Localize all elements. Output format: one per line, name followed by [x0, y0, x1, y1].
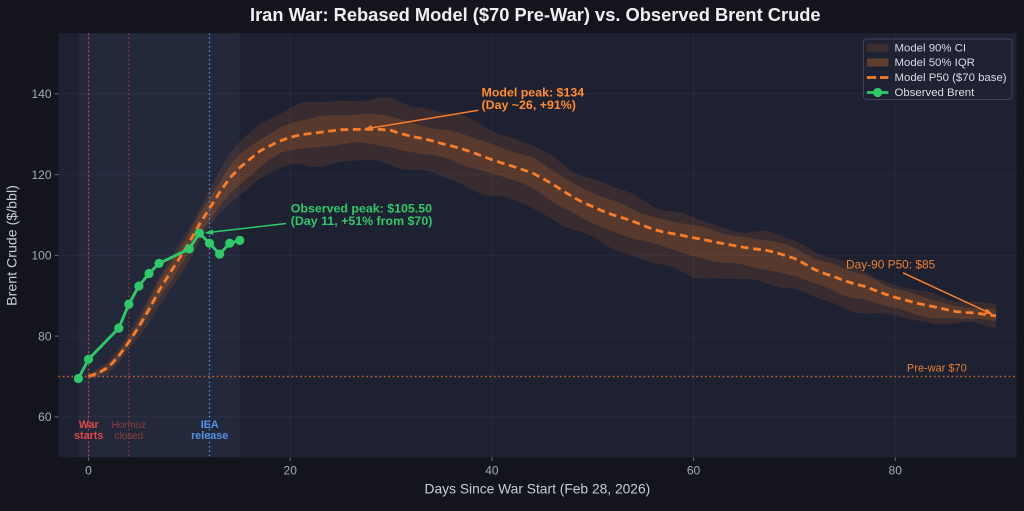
svg-text:Day-90 P50: $85: Day-90 P50: $85	[846, 257, 936, 271]
svg-text:80: 80	[889, 464, 903, 478]
svg-text:120: 120	[31, 168, 51, 182]
svg-text:0: 0	[85, 464, 92, 478]
svg-text:Model 50% IQR: Model 50% IQR	[895, 57, 975, 69]
svg-text:60: 60	[38, 410, 52, 424]
svg-text:closed: closed	[115, 431, 144, 442]
svg-text:100: 100	[31, 249, 51, 263]
svg-text:IEA: IEA	[201, 419, 219, 431]
svg-text:War: War	[79, 419, 100, 431]
svg-text:Iran War: Rebased Model ($70 P: Iran War: Rebased Model ($70 Pre-War) vs…	[250, 4, 821, 25]
svg-text:40: 40	[485, 464, 499, 478]
svg-text:Observed Brent: Observed Brent	[895, 87, 976, 99]
svg-text:Observed peak: $105.50: Observed peak: $105.50	[291, 202, 432, 216]
svg-text:release: release	[191, 430, 228, 442]
svg-text:140: 140	[31, 87, 51, 101]
svg-text:Model 90% CI: Model 90% CI	[895, 42, 967, 54]
svg-text:(Day 11, +51% from $70): (Day 11, +51% from $70)	[291, 214, 433, 228]
svg-text:Hormuz: Hormuz	[112, 420, 147, 431]
svg-text:Pre-war $70: Pre-war $70	[907, 362, 967, 374]
svg-text:80: 80	[38, 329, 52, 343]
svg-text:Brent Crude ($/bbl): Brent Crude ($/bbl)	[5, 185, 21, 306]
svg-text:Model peak: $134: Model peak: $134	[482, 85, 585, 99]
svg-text:(Day ~26, +91%): (Day ~26, +91%)	[482, 98, 576, 112]
svg-text:Days Since War Start (Feb 28,: Days Since War Start (Feb 28, 2026)	[425, 482, 651, 497]
svg-text:60: 60	[687, 464, 701, 478]
svg-text:Model P50 ($70 base): Model P50 ($70 base)	[895, 72, 1007, 84]
svg-text:starts: starts	[74, 430, 103, 442]
svg-text:20: 20	[284, 464, 298, 478]
